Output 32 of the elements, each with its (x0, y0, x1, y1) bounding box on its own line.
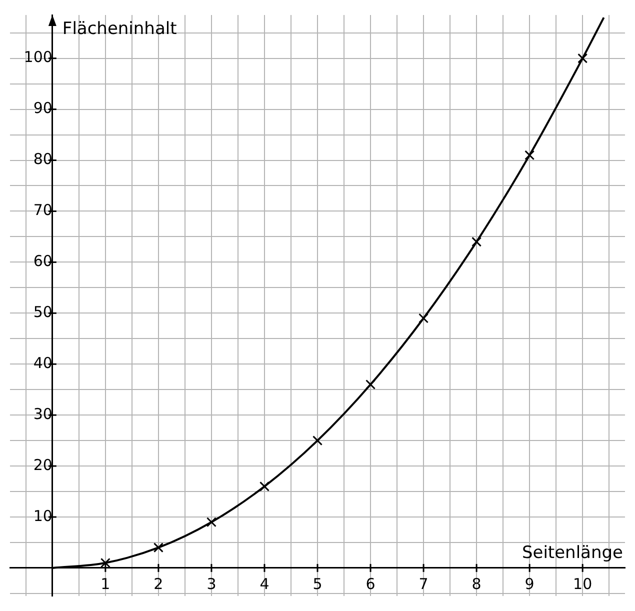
x-tick-label: 6 (366, 574, 376, 593)
point (578, 53, 588, 64)
y-tick-label: 80 (33, 150, 52, 168)
y-axis-title: Flächeninhalt (62, 18, 178, 39)
y-tick-label: 20 (33, 456, 52, 474)
x-tick-label: 8 (472, 574, 482, 593)
y-tick-label: 30 (33, 404, 52, 423)
y-tick-label: 100 (24, 48, 52, 66)
x-tick-label: 7 (418, 574, 428, 593)
point (418, 313, 429, 324)
y-tick-label: 90 (33, 99, 52, 118)
x-tick-label: 1 (100, 574, 110, 593)
x-tick-label: 3 (206, 574, 216, 593)
point (366, 380, 376, 390)
x-tick-label: 9 (524, 574, 534, 593)
y-tick-label: 50 (33, 303, 52, 322)
point (206, 517, 216, 528)
y-tick-label: 10 (33, 506, 52, 525)
point (259, 481, 270, 492)
point (312, 436, 322, 446)
point (153, 542, 164, 553)
y-tick-label: 40 (33, 354, 52, 372)
x-tick-label: 10 (573, 574, 592, 593)
y-tick-label: 60 (33, 252, 52, 270)
x-tick-label: 5 (312, 574, 322, 593)
point (472, 236, 482, 247)
y-tick-label: 70 (33, 201, 52, 220)
point (100, 558, 110, 568)
point (524, 150, 535, 160)
x-tick-label: 2 (154, 574, 164, 593)
x-tick-label: 4 (260, 574, 270, 593)
x-axis-title: Seitenlänge (522, 542, 623, 563)
